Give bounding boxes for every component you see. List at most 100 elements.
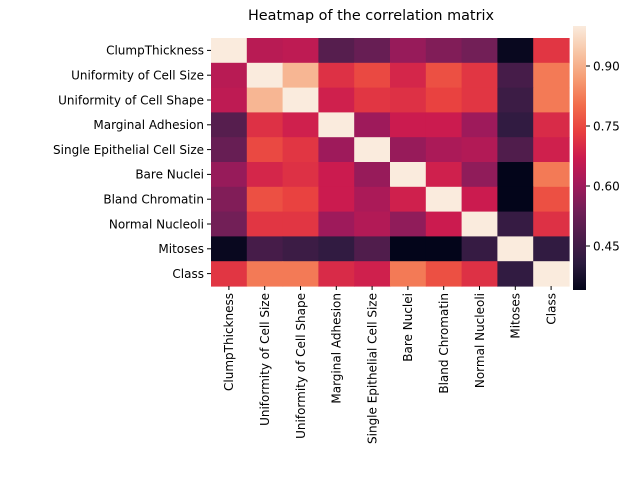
heatmap-cell — [282, 261, 319, 287]
heatmap-cell — [354, 87, 391, 113]
column-tick-label: Class — [544, 293, 558, 325]
heatmap-cell — [497, 261, 534, 287]
heatmap-cell — [318, 62, 355, 89]
heatmap-cell — [318, 211, 355, 237]
heatmap-cell — [425, 211, 463, 237]
heatmap-cell — [211, 137, 248, 163]
heatmap-cell — [425, 236, 463, 262]
heatmap-cell — [461, 261, 498, 287]
heatmap-cell — [318, 261, 355, 287]
colorbar-gradient — [573, 26, 586, 290]
column-tick-label: Marginal Adhesion — [330, 293, 344, 404]
heatmap-cell — [390, 62, 427, 89]
heatmap-cell — [425, 112, 463, 138]
heatmap-cell — [425, 87, 463, 113]
heatmap-cell — [533, 162, 570, 188]
heatmap-cell — [533, 112, 570, 138]
heatmap-cell — [390, 112, 427, 138]
heatmap-cell — [390, 87, 427, 113]
heatmap-cells — [211, 38, 570, 287]
heatmap-cell — [282, 137, 319, 163]
heatmap-cell — [390, 186, 427, 213]
heatmap-cell — [390, 137, 427, 163]
heatmap-cell — [246, 261, 284, 287]
heatmap-cell — [390, 162, 427, 188]
heatmap-cell — [533, 211, 570, 237]
heatmap-cell — [497, 62, 534, 89]
heatmap-cell — [282, 62, 319, 89]
heatmap-cell — [390, 38, 427, 64]
row-tick-label: Marginal Adhesion — [93, 118, 204, 132]
heatmap-cell — [211, 236, 248, 262]
heatmap-cell — [425, 186, 463, 213]
heatmap-cell — [533, 62, 570, 89]
heatmap-cell — [497, 112, 534, 138]
column-tick-label: ClumpThickness — [222, 293, 236, 391]
column-tick-label: Uniformity of Cell Size — [258, 293, 272, 426]
heatmap-cell — [318, 162, 355, 188]
heatmap-cell — [425, 162, 463, 188]
heatmap-cell — [246, 62, 284, 89]
heatmap-cell — [318, 186, 355, 213]
heatmap-cell — [211, 162, 248, 188]
heatmap-cell — [318, 87, 355, 113]
heatmap-cell — [497, 137, 534, 163]
heatmap-cell — [354, 236, 391, 262]
heatmap-cell — [425, 38, 463, 64]
heatmap-cell — [354, 162, 391, 188]
row-tick-label: Uniformity of Cell Size — [71, 69, 204, 83]
colorbar-tick-label: 0.90 — [593, 59, 620, 73]
colorbar-tick-label: 0.75 — [593, 119, 620, 133]
column-tick-label: Uniformity of Cell Shape — [294, 293, 308, 439]
row-tick-label: Bare Nuclei — [135, 168, 204, 182]
row-tick-label: Mitoses — [158, 242, 204, 256]
column-tick-label: Bare Nuclei — [401, 293, 415, 362]
heatmap-cell — [246, 186, 284, 213]
heatmap-cell — [354, 112, 391, 138]
heatmap-cell — [246, 236, 284, 262]
heatmap-cell — [497, 236, 534, 262]
row-tick-label: Normal Nucleoli — [109, 217, 204, 231]
heatmap-cell — [461, 162, 498, 188]
row-tick-label: Uniformity of Cell Shape — [58, 93, 204, 107]
heatmap-cell — [246, 137, 284, 163]
heatmap-cell — [461, 62, 498, 89]
heatmap-cell — [282, 236, 319, 262]
heatmap-cell — [354, 261, 391, 287]
heatmap-cell — [461, 211, 498, 237]
heatmap-cell — [318, 137, 355, 163]
heatmap-cell — [461, 38, 498, 64]
heatmap-cell — [282, 87, 319, 113]
heatmap-cell — [211, 186, 248, 213]
heatmap-cell — [354, 186, 391, 213]
heatmap-cell — [497, 87, 534, 113]
heatmap-cell — [282, 211, 319, 237]
heatmap-cell — [533, 87, 570, 113]
heatmap-cell — [461, 236, 498, 262]
heatmap-cell — [211, 38, 248, 64]
colorbar: 0.45 0.60 0.75 0.90 — [573, 26, 620, 290]
heatmap-cell — [497, 162, 534, 188]
heatmap-cell — [497, 211, 534, 237]
heatmap-cell — [354, 137, 391, 163]
column-tick-label: Single Epithelial Cell Size — [365, 293, 379, 444]
heatmap-cell — [497, 186, 534, 213]
heatmap-cell — [282, 112, 319, 138]
heatmap-cell — [425, 62, 463, 89]
heatmap-cell — [497, 38, 534, 64]
heatmap-cell — [211, 87, 248, 113]
row-tick-label: Single Epithelial Cell Size — [53, 143, 204, 157]
heatmap-cell — [282, 38, 319, 64]
heatmap-cell — [282, 162, 319, 188]
heatmap-cell — [461, 186, 498, 213]
heatmap-cell — [246, 162, 284, 188]
heatmap-cell — [533, 236, 570, 262]
heatmap-cell — [461, 137, 498, 163]
heatmap-cell — [246, 211, 284, 237]
heatmap-cell — [211, 211, 248, 237]
heatmap-cell — [390, 236, 427, 262]
heatmap-cell — [282, 186, 319, 213]
heatmap-cell — [461, 112, 498, 138]
column-tick-label: Normal Nucleoli — [473, 293, 487, 388]
column-tick-label: Bland Chromatin — [437, 293, 451, 394]
